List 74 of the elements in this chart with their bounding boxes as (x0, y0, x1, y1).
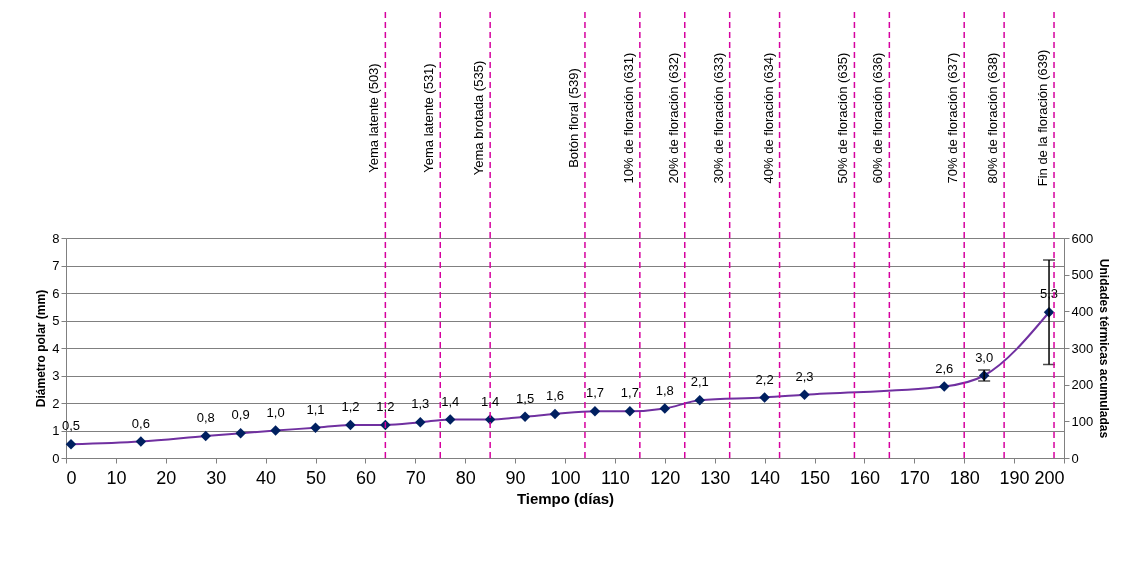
y-tick-label: 6 (52, 285, 60, 301)
y-tick-label: 3 (52, 368, 60, 383)
x-tick-label: 90 (505, 467, 526, 488)
data-label: 0,5 (61, 418, 81, 434)
ref-line-label: 10% de floración (631) (620, 52, 636, 184)
data-label: 0,9 (231, 407, 250, 423)
data-label: 1,1 (306, 401, 325, 417)
x-tick-label: 200 (1034, 467, 1065, 488)
y2-tick-label: 500 (1071, 267, 1094, 283)
y2-tick-label: 0 (1071, 450, 1079, 466)
data-label: 3,0 (975, 349, 994, 365)
y-tick-label: 2 (52, 395, 60, 411)
y2-tick-label: 300 (1071, 340, 1094, 356)
data-label: 0,6 (131, 415, 150, 431)
y2-tick-label: 400 (1071, 303, 1094, 319)
x-tick-label: 50 (305, 467, 327, 488)
data-label: 2,1 (690, 374, 709, 390)
data-label: 1,2 (376, 399, 395, 414)
x-tick-label: 120 (650, 467, 681, 488)
ref-line-label: 30% de floración (633) (710, 52, 726, 184)
x-tick-label: 10 (106, 467, 127, 488)
y-tick-label: 0 (52, 450, 60, 466)
data-label: 1,7 (620, 385, 639, 401)
data-label: 1,2 (341, 399, 360, 414)
x-tick-label: 160 (849, 467, 880, 488)
x-tick-label: 180 (949, 467, 980, 488)
ref-line-label: 40% de floración (634) (760, 52, 776, 184)
x-tick-label: 170 (899, 467, 930, 488)
y-tick-label: 5 (52, 313, 60, 328)
y-tick-label: 4 (52, 340, 60, 356)
data-label: 1,7 (585, 385, 604, 401)
data-label: 1,4 (441, 393, 460, 409)
data-label: 2,3 (795, 368, 814, 384)
y2-tick-label: 100 (1071, 413, 1094, 429)
ref-line-label: Yema brotada (535) (471, 60, 487, 176)
y-axis-title: Diámetro polar (mm) (34, 289, 49, 408)
x-tick-label: 30 (206, 467, 227, 488)
ref-line-label: 50% de floración (635) (835, 52, 851, 184)
data-label: 2,6 (935, 360, 954, 376)
x-tick-label: 140 (750, 467, 781, 488)
y-tick-label: 1 (52, 423, 60, 438)
data-label: 1,0 (266, 404, 285, 420)
x-tick-label: 20 (156, 467, 177, 488)
x-tick-label: 110 (601, 467, 630, 488)
x-tick-label: 150 (799, 467, 831, 488)
ref-line-label: Yema latente (503) (366, 63, 382, 173)
x-tick-label: 190 (999, 467, 1030, 488)
data-label: 1,4 (481, 393, 500, 409)
ref-line-label: 60% de floración (636) (870, 52, 886, 184)
data-label: 1,3 (411, 396, 430, 412)
y-tick-label: 8 (52, 230, 60, 246)
x-tick-label: 130 (700, 467, 731, 488)
x-tick-label: 100 (550, 467, 581, 488)
y2-tick-label: 200 (1071, 377, 1094, 393)
x-tick-label: 80 (455, 467, 476, 488)
ref-line-label: 70% de floración (637) (945, 52, 961, 184)
ref-line-label: 80% de floración (638) (985, 52, 1001, 184)
data-label: 2,2 (755, 371, 774, 387)
x-tick-label: 60 (355, 467, 376, 488)
y2-tick-label: 600 (1071, 230, 1094, 246)
data-label: 1,6 (545, 388, 565, 403)
ref-line-label: Yema latente (531) (421, 63, 437, 173)
data-label: 1,8 (655, 382, 674, 398)
x-axis-title: Tiempo (días) (516, 489, 615, 507)
x-tick-label: 70 (405, 467, 426, 488)
y-tick-label: 7 (52, 258, 60, 273)
ref-line-label: Botón floral (539) (565, 68, 581, 168)
y2-axis-title: Unidades térmicas acumuladas (1097, 258, 1112, 439)
data-label: 0,8 (196, 410, 215, 425)
x-tick-label: 0 (66, 467, 77, 488)
ref-line-label: 20% de floración (632) (665, 52, 681, 184)
data-label: 1,5 (516, 390, 535, 406)
ref-line-label: Fin de la floración (639) (1035, 49, 1051, 187)
x-tick-label: 40 (256, 467, 277, 488)
